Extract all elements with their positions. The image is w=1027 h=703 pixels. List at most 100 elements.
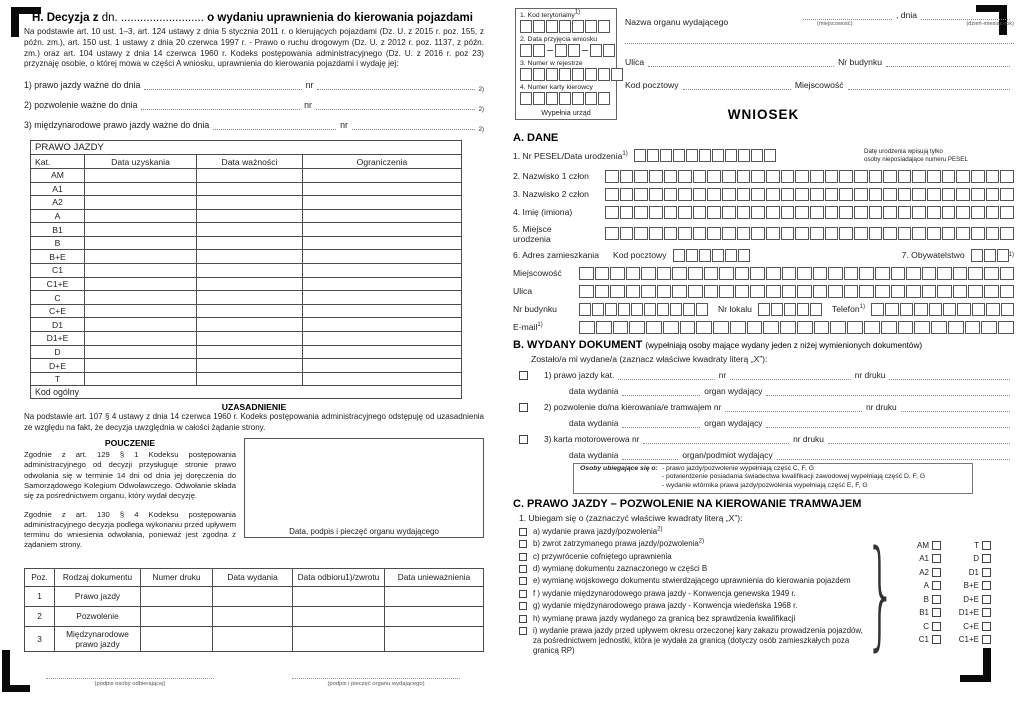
- character-cell[interactable]: [971, 227, 985, 240]
- character-cell[interactable]: [921, 266, 937, 280]
- character-cell[interactable]: [559, 68, 571, 81]
- character-cell[interactable]: [688, 266, 703, 280]
- character-cell[interactable]: [874, 266, 890, 280]
- nazwisko2-input[interactable]: [605, 187, 1014, 201]
- character-cell[interactable]: [692, 227, 707, 240]
- character-cell[interactable]: [634, 205, 648, 219]
- character-cell[interactable]: [533, 68, 545, 81]
- fill-line[interactable]: [351, 121, 475, 131]
- character-cell[interactable]: [780, 169, 795, 183]
- category-checkbox[interactable]: [932, 608, 941, 618]
- ograniczenia-cell[interactable]: [302, 276, 462, 292]
- character-cell[interactable]: [853, 205, 868, 219]
- character-cell[interactable]: [696, 320, 713, 334]
- character-cell[interactable]: [983, 248, 996, 262]
- character-cell[interactable]: [722, 227, 736, 240]
- kod-pocztowy-input[interactable]: [672, 248, 750, 262]
- character-cell[interactable]: [520, 44, 532, 57]
- character-cell[interactable]: [912, 227, 927, 240]
- category-checkbox[interactable]: [982, 594, 991, 604]
- character-cell[interactable]: [824, 227, 839, 240]
- character-cell[interactable]: [906, 266, 921, 280]
- data-uniewaznienia-cell[interactable]: [384, 605, 484, 627]
- character-cell[interactable]: [765, 266, 781, 280]
- character-cell[interactable]: [757, 302, 770, 316]
- character-cell[interactable]: [555, 44, 567, 57]
- character-cell[interactable]: [559, 92, 571, 105]
- fill-line[interactable]: [847, 81, 1010, 90]
- data-waznosci-cell[interactable]: [196, 344, 303, 360]
- character-cell[interactable]: [897, 320, 914, 334]
- ograniczenia-cell[interactable]: [302, 249, 462, 265]
- fill-line[interactable]: [618, 371, 715, 380]
- character-cell[interactable]: [663, 187, 678, 201]
- character-cell[interactable]: [724, 149, 737, 163]
- character-cell[interactable]: [603, 44, 615, 57]
- fill-line[interactable]: [889, 371, 1011, 380]
- data-odbioru-cell[interactable]: [292, 585, 385, 607]
- character-cell[interactable]: [883, 187, 897, 201]
- fill-line[interactable]: [725, 403, 862, 412]
- character-cell[interactable]: [796, 320, 813, 334]
- character-cell[interactable]: [751, 169, 766, 183]
- character-cell[interactable]: [763, 149, 776, 163]
- character-cell[interactable]: [897, 227, 912, 240]
- character-cell[interactable]: [780, 205, 795, 219]
- character-cell[interactable]: [736, 187, 751, 201]
- data-przyjecia-input[interactable]: [520, 44, 615, 57]
- character-cell[interactable]: [648, 169, 663, 183]
- data-uzyskania-cell[interactable]: [84, 276, 197, 292]
- pesel-input[interactable]: [633, 149, 776, 163]
- character-cell[interactable]: [629, 320, 646, 334]
- character-cell[interactable]: [678, 187, 692, 201]
- character-cell[interactable]: [585, 68, 597, 81]
- character-cell[interactable]: [672, 284, 688, 298]
- option-checkbox[interactable]: [519, 552, 527, 561]
- character-cell[interactable]: [897, 205, 912, 219]
- character-cell[interactable]: [809, 227, 824, 240]
- fill-line[interactable]: [315, 101, 475, 111]
- ograniczenia-cell[interactable]: [302, 303, 462, 319]
- fill-line[interactable]: [682, 81, 791, 90]
- fill-line[interactable]: [622, 387, 701, 396]
- character-cell[interactable]: [985, 227, 1000, 240]
- data-uzyskania-cell[interactable]: [84, 181, 197, 197]
- character-cell[interactable]: [912, 205, 927, 219]
- fill-line[interactable]: [776, 451, 1010, 460]
- character-cell[interactable]: [899, 302, 914, 316]
- data-odbioru-cell[interactable]: [292, 625, 385, 652]
- character-cell[interactable]: [641, 266, 656, 280]
- data-odbioru-cell[interactable]: [292, 605, 385, 627]
- ograniczenia-cell[interactable]: [302, 371, 462, 387]
- category-checkbox[interactable]: [932, 567, 941, 577]
- fill-line[interactable]: [317, 81, 475, 91]
- character-cell[interactable]: [631, 302, 643, 316]
- character-cell[interactable]: [685, 248, 698, 262]
- character-cell[interactable]: [663, 227, 678, 240]
- category-checkbox[interactable]: [982, 621, 991, 631]
- character-cell[interactable]: [952, 284, 968, 298]
- fill-line[interactable]: [900, 403, 1010, 412]
- nr-lokalu-input[interactable]: [757, 302, 822, 316]
- data-uniewaznienia-cell[interactable]: [384, 585, 484, 607]
- category-checkbox[interactable]: [982, 567, 991, 577]
- character-cell[interactable]: [796, 302, 809, 316]
- character-cell[interactable]: [883, 169, 897, 183]
- fill-line[interactable]: [886, 58, 1010, 67]
- fill-line[interactable]: [921, 12, 1010, 20]
- data-wydania-cell[interactable]: [212, 625, 293, 652]
- data-uzyskania-cell[interactable]: [84, 344, 197, 360]
- category-checkbox[interactable]: [932, 621, 941, 631]
- character-cell[interactable]: [859, 284, 874, 298]
- fill-line[interactable]: [144, 81, 302, 91]
- fill-line[interactable]: [648, 58, 835, 67]
- character-cell[interactable]: [692, 169, 707, 183]
- character-cell[interactable]: [780, 227, 795, 240]
- character-cell[interactable]: [766, 227, 780, 240]
- character-cell[interactable]: [662, 320, 679, 334]
- character-cell[interactable]: [707, 227, 722, 240]
- character-cell[interactable]: [722, 205, 736, 219]
- data-waznosci-cell[interactable]: [196, 167, 303, 183]
- character-cell[interactable]: [722, 169, 736, 183]
- character-cell[interactable]: [646, 320, 662, 334]
